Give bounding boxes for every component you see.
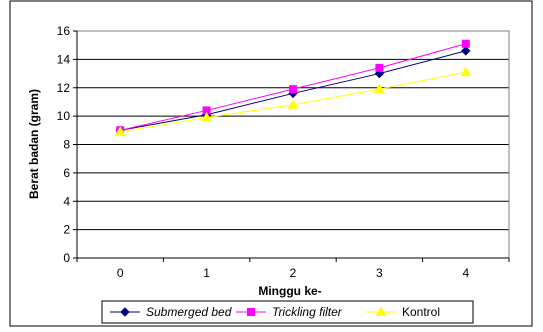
x-tick-label: 4 [462,266,469,280]
y-tick-label: 2 [63,223,70,237]
legend-entry: Kontrol [366,305,440,319]
y-tick-label: 6 [63,166,70,180]
data-point [461,46,471,56]
x-tick-label: 0 [117,266,124,280]
legend-label: Submerged bed [146,305,232,319]
data-point [114,126,126,136]
y-tick-label: 4 [63,194,70,208]
legend-marker [375,306,387,316]
legend-marker [120,307,130,317]
data-point [375,63,384,72]
data-point [374,83,385,94]
x-axis-ticks: 0 1 2 3 4 [76,31,510,280]
y-tick-label: 10 [57,109,71,123]
legend-label: Kontrol [402,305,440,319]
y-tick-label: 8 [63,138,70,152]
y-tick-label: 12 [57,81,71,95]
legend-marker [247,308,255,316]
data-point [287,99,299,109]
y-axis-ticks: 0 2 4 6 8 10 12 14 16 [57,24,77,265]
x-tick-label: 1 [203,266,210,280]
x-axis-title: Minggu ke- [258,284,321,298]
legend-label: Trickling filter [272,305,343,319]
y-axis-title: Berat badan (gram) [27,89,41,199]
series-kontrol [114,66,472,136]
series-layer [114,39,472,136]
legend-entry: Trickling filter [236,305,343,319]
legend: Submerged bed Trickling filter Kontrol [101,300,474,324]
x-tick-label: 2 [290,266,297,280]
legend-box [101,300,474,324]
data-point [289,85,297,94]
data-point [201,112,212,122]
chart-area-border [9,0,533,327]
legend-entry: Submerged bed [110,305,232,319]
y-tick-label: 16 [57,24,71,38]
data-point [460,66,472,77]
x-tick-label: 3 [376,266,383,280]
y-tick-label: 0 [63,251,70,265]
y-tick-label: 14 [57,52,71,66]
data-point [461,39,470,48]
